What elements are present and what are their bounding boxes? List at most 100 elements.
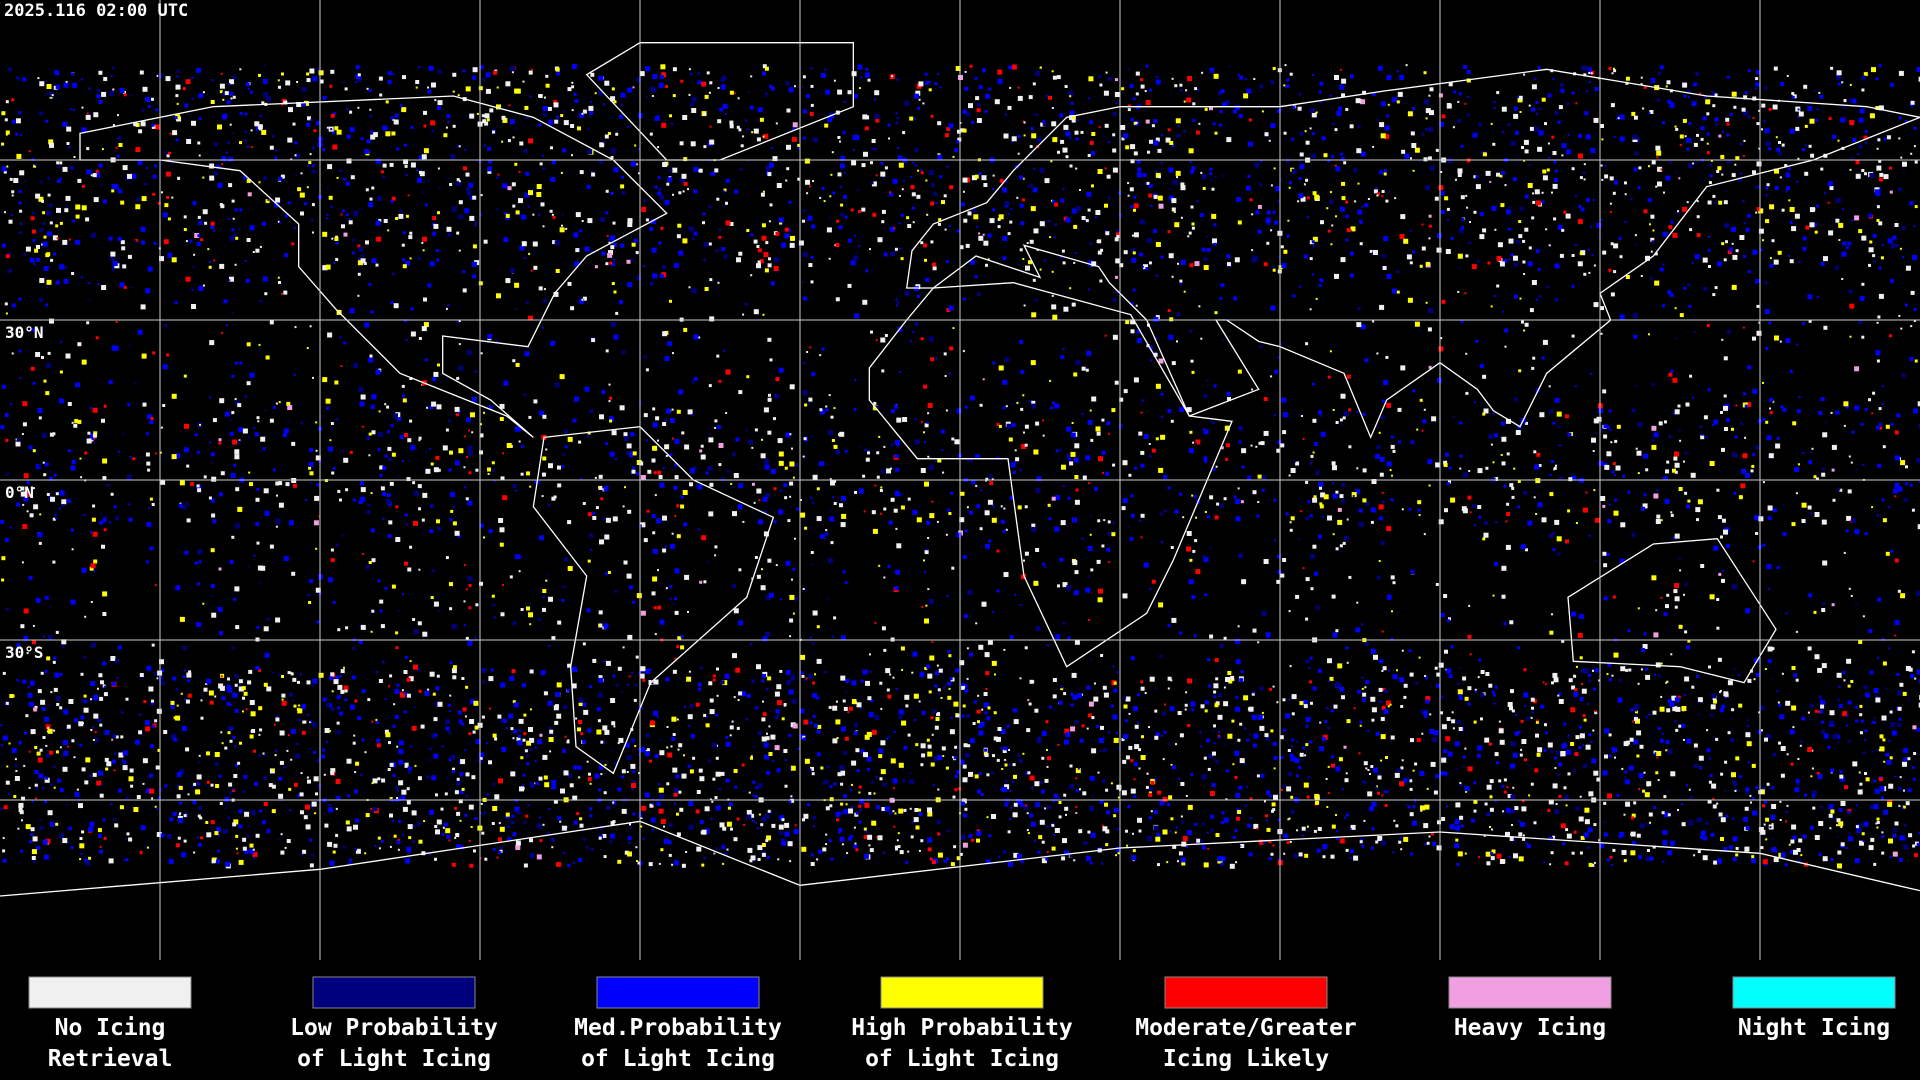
cloud-pixel bbox=[1297, 106, 1302, 111]
cloud-pixel bbox=[383, 219, 388, 223]
cloud-pixel bbox=[1394, 772, 1400, 778]
cloud-pixel bbox=[322, 265, 328, 271]
cloud-pixel bbox=[612, 242, 617, 247]
cloud-pixel bbox=[1685, 504, 1690, 509]
cloud-pixel bbox=[1517, 479, 1521, 483]
cloud-pixel bbox=[898, 162, 904, 168]
cloud-pixel bbox=[1859, 840, 1864, 846]
cloud-pixel bbox=[603, 103, 606, 106]
cloud-pixel bbox=[1112, 463, 1116, 467]
cloud-pixel bbox=[135, 204, 141, 210]
cloud-pixel bbox=[1362, 413, 1366, 416]
cloud-pixel bbox=[1479, 234, 1485, 240]
cloud-pixel bbox=[621, 190, 626, 195]
cloud-pixel bbox=[1012, 763, 1016, 767]
cloud-pixel bbox=[467, 500, 473, 506]
cloud-pixel bbox=[679, 807, 684, 812]
cloud-pixel bbox=[1008, 65, 1013, 70]
cloud-pixel bbox=[931, 262, 936, 267]
cloud-pixel bbox=[548, 737, 554, 742]
cloud-pixel bbox=[212, 519, 217, 524]
cloud-pixel bbox=[498, 518, 504, 523]
cloud-pixel bbox=[1445, 736, 1451, 742]
cloud-pixel bbox=[1075, 789, 1079, 793]
cloud-pixel bbox=[58, 507, 61, 510]
cloud-pixel bbox=[1201, 174, 1207, 180]
cloud-pixel bbox=[182, 505, 187, 510]
cloud-pixel bbox=[1034, 781, 1040, 787]
cloud-pixel bbox=[1112, 167, 1118, 173]
cloud-pixel bbox=[627, 509, 632, 514]
cloud-pixel bbox=[49, 476, 53, 481]
cloud-pixel bbox=[1580, 207, 1585, 212]
cloud-pixel bbox=[788, 200, 792, 204]
cloud-pixel bbox=[232, 95, 236, 99]
cloud-pixel bbox=[853, 255, 859, 261]
cloud-pixel bbox=[1490, 856, 1495, 861]
cloud-pixel bbox=[1181, 861, 1186, 866]
cloud-pixel bbox=[1424, 715, 1428, 718]
cloud-pixel bbox=[409, 231, 413, 235]
cloud-pixel bbox=[1381, 705, 1386, 710]
cloud-pixel bbox=[110, 492, 114, 496]
cloud-pixel bbox=[718, 443, 724, 448]
cloud-pixel bbox=[1594, 87, 1599, 91]
cloud-pixel bbox=[897, 832, 900, 835]
cloud-pixel bbox=[232, 75, 237, 80]
cloud-pixel bbox=[364, 148, 370, 154]
cloud-pixel bbox=[1425, 117, 1428, 120]
cloud-pixel bbox=[1492, 142, 1496, 146]
cloud-pixel bbox=[1472, 504, 1477, 509]
cloud-pixel bbox=[1241, 465, 1245, 469]
cloud-pixel bbox=[1175, 118, 1181, 124]
cloud-pixel bbox=[1883, 760, 1886, 763]
cloud-pixel bbox=[80, 715, 85, 720]
cloud-pixel bbox=[875, 174, 878, 177]
cloud-pixel bbox=[1716, 802, 1719, 805]
cloud-pixel bbox=[1781, 143, 1785, 147]
cloud-pixel bbox=[928, 170, 934, 175]
cloud-pixel bbox=[446, 114, 451, 119]
cloud-pixel bbox=[1809, 222, 1815, 228]
cloud-pixel bbox=[1236, 816, 1240, 821]
cloud-pixel bbox=[1894, 495, 1897, 498]
cloud-pixel bbox=[1466, 206, 1469, 209]
cloud-pixel bbox=[976, 225, 979, 228]
cloud-pixel bbox=[561, 213, 564, 216]
cloud-pixel bbox=[1058, 700, 1063, 705]
cloud-pixel bbox=[1731, 91, 1737, 97]
cloud-pixel bbox=[1178, 777, 1181, 780]
cloud-pixel bbox=[571, 109, 574, 112]
cloud-pixel bbox=[765, 736, 770, 741]
cloud-pixel bbox=[309, 153, 312, 156]
cloud-pixel bbox=[645, 218, 649, 222]
cloud-pixel bbox=[1051, 121, 1057, 127]
cloud-pixel bbox=[1198, 122, 1201, 125]
cloud-pixel bbox=[278, 85, 281, 89]
cloud-pixel bbox=[1421, 429, 1424, 432]
cloud-pixel bbox=[1527, 520, 1533, 526]
cloud-pixel bbox=[956, 408, 962, 414]
cloud-pixel bbox=[225, 151, 228, 154]
cloud-pixel bbox=[1687, 89, 1691, 93]
cloud-pixel bbox=[1444, 196, 1449, 201]
cloud-pixel bbox=[1085, 219, 1089, 223]
cloud-pixel bbox=[369, 197, 373, 201]
cloud-pixel bbox=[328, 446, 334, 452]
cloud-pixel bbox=[1241, 448, 1247, 454]
cloud-pixel bbox=[4, 211, 6, 214]
cloud-pixel bbox=[1894, 455, 1900, 461]
cloud-pixel bbox=[976, 829, 980, 833]
cloud-pixel bbox=[993, 711, 997, 715]
cloud-pixel bbox=[1528, 246, 1532, 250]
cloud-pixel bbox=[1149, 139, 1153, 144]
cloud-pixel bbox=[1069, 136, 1072, 139]
cloud-pixel bbox=[66, 126, 72, 132]
cloud-pixel bbox=[1609, 202, 1612, 205]
cloud-pixel bbox=[1407, 111, 1413, 117]
cloud-pixel bbox=[933, 709, 937, 714]
cloud-pixel bbox=[1654, 252, 1658, 256]
cloud-pixel bbox=[1771, 677, 1774, 680]
cloud-pixel bbox=[1860, 422, 1864, 426]
cloud-pixel bbox=[802, 136, 806, 140]
